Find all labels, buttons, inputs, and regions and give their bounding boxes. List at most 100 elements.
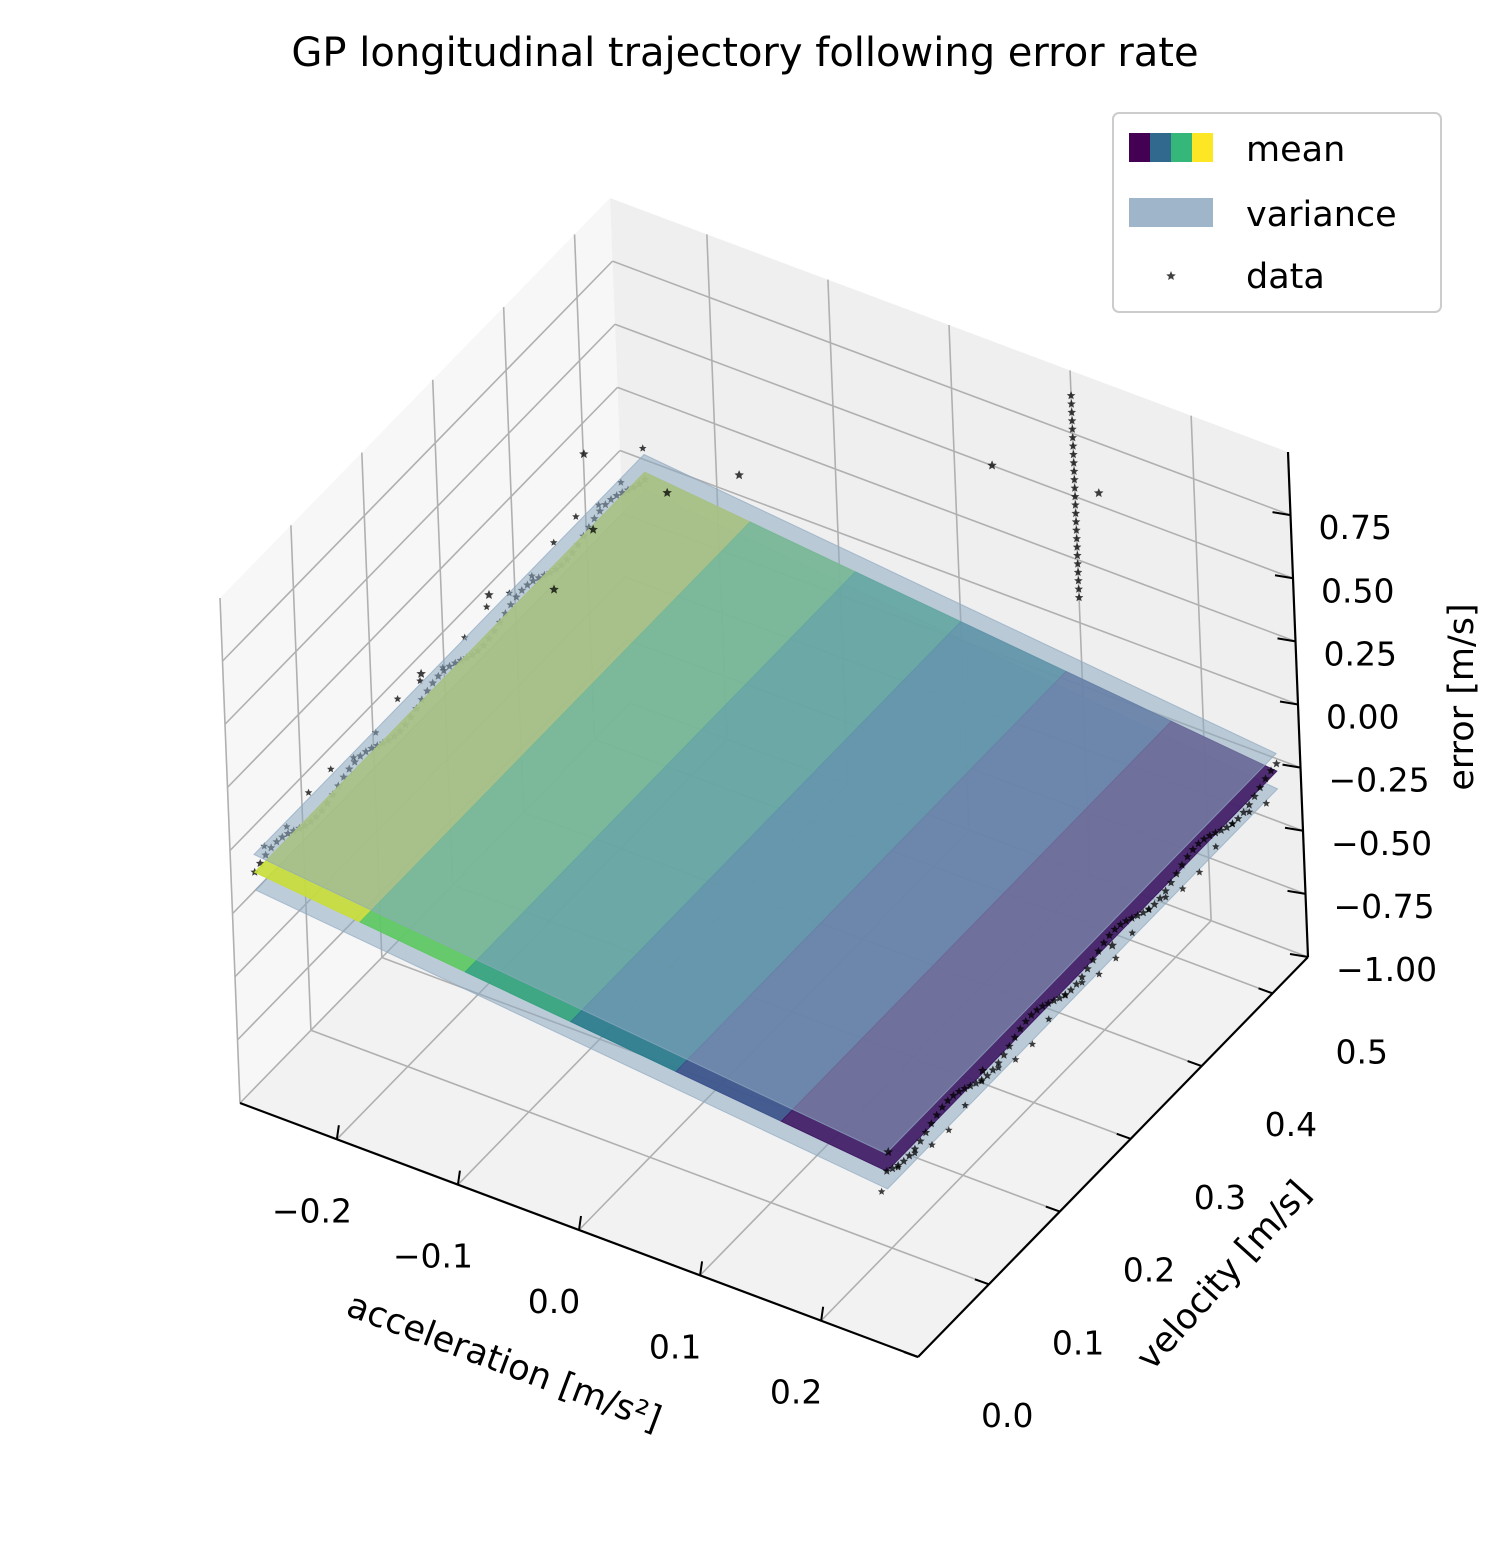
x-tick-label: −0.2 <box>272 1191 352 1230</box>
data-point <box>1011 1055 1020 1063</box>
data-point <box>482 602 491 611</box>
z-tick-label: 0.50 <box>1321 571 1394 610</box>
data-point <box>910 1144 920 1153</box>
data-point <box>905 1151 914 1160</box>
data-point-spike <box>1074 576 1083 585</box>
data-point <box>1172 869 1181 878</box>
data-point-outlier <box>416 668 426 678</box>
data-point <box>1127 913 1137 922</box>
data-point <box>1072 979 1081 988</box>
data-point-spike <box>1070 483 1079 492</box>
data-point <box>1010 1032 1020 1042</box>
data-point <box>327 765 335 773</box>
data-point-spike <box>1068 441 1078 450</box>
data-point <box>1133 911 1142 920</box>
z-grid-left <box>221 260 614 662</box>
data-point <box>1116 920 1125 929</box>
data-point <box>1205 831 1214 840</box>
data-point <box>1261 774 1270 783</box>
data-point <box>1244 800 1254 809</box>
x-tick-mark <box>578 1215 582 1231</box>
data-point <box>1212 842 1220 850</box>
data-point-spike <box>1072 534 1081 543</box>
data-point-spike <box>1073 551 1082 560</box>
data-point <box>932 1110 941 1119</box>
legend-mean-color <box>1129 133 1150 162</box>
data-point-outlier <box>1094 488 1104 498</box>
data-point-outlier <box>977 1065 988 1075</box>
data-point <box>1088 955 1098 964</box>
data-point-spike <box>1067 407 1076 417</box>
z-grid-back <box>612 260 1291 516</box>
data-point <box>954 1087 964 1096</box>
data-point <box>1055 993 1064 1002</box>
data-point <box>549 538 558 546</box>
legend-mean-color <box>1150 133 1171 162</box>
data-point <box>911 1149 919 1157</box>
legend: mean variance data <box>1112 112 1442 313</box>
data-point <box>1112 954 1120 962</box>
variance-upper-plane <box>253 453 1277 1155</box>
y-tick-label: 0.3 <box>1194 1178 1246 1217</box>
data-point <box>1027 1010 1036 1019</box>
z-grid-back <box>617 386 1296 643</box>
data-point-outlier <box>579 449 589 459</box>
data-point <box>1105 931 1114 940</box>
data-point <box>1216 825 1226 834</box>
data-point <box>1044 998 1053 1007</box>
data-point <box>921 1128 931 1137</box>
data-point <box>1066 985 1076 994</box>
x-tick-mark <box>335 1125 340 1140</box>
data-point-spike <box>1070 475 1079 484</box>
data-point <box>1255 783 1265 792</box>
x-tick-label: 0.2 <box>770 1373 822 1412</box>
z-tick-mark <box>1289 953 1309 958</box>
data-point <box>1272 759 1281 768</box>
data-point-outlier <box>549 584 559 594</box>
y-tick-label: 0.2 <box>1123 1251 1175 1290</box>
legend-mean-color <box>1192 133 1213 162</box>
data-point <box>1083 964 1092 973</box>
data-point-spike <box>1074 584 1083 593</box>
data-point-spike <box>1068 424 1077 433</box>
y-tick-mark <box>1258 987 1273 995</box>
data-point <box>977 1077 986 1085</box>
data-point <box>1239 808 1248 817</box>
z-axis-label: error [m/s] <box>1442 603 1482 790</box>
data-point <box>1032 1005 1042 1014</box>
z-grid-back <box>619 449 1299 706</box>
data-point-outlier <box>987 460 997 470</box>
data-point <box>983 1071 992 1080</box>
y-tick-mark <box>1116 1132 1132 1140</box>
data-point <box>888 1164 897 1173</box>
z-tick-label: −0.25 <box>1329 761 1430 800</box>
data-point-spike <box>1069 466 1079 475</box>
data-point <box>1161 893 1170 901</box>
y-tick-label: 0.1 <box>1052 1323 1104 1362</box>
x-axis-label: acceleration [m/s²] <box>341 1286 666 1440</box>
data-point-spike <box>1073 567 1083 576</box>
data-point-spike <box>1072 542 1082 551</box>
data-point <box>1199 834 1209 843</box>
data-point-spike <box>1067 399 1076 408</box>
data-point <box>938 1102 947 1111</box>
data-point <box>1099 938 1109 947</box>
chart-title: GP longitudinal trajectory following err… <box>291 30 1198 76</box>
data-point <box>1094 946 1103 955</box>
z-tick-label: −1.00 <box>1336 950 1437 989</box>
y-tick-label: 0.5 <box>1336 1032 1388 1071</box>
x-tick-mark <box>699 1261 704 1276</box>
data-point <box>1188 845 1198 854</box>
data-point <box>1166 878 1176 887</box>
data-point <box>1245 808 1254 816</box>
y-tick-label: 0.0 <box>981 1396 1033 1435</box>
data-point <box>1095 970 1103 978</box>
legend-variance-label: variance <box>1246 195 1397 235</box>
x-tick-mark <box>456 1170 461 1185</box>
data-point <box>304 788 313 796</box>
z-grid-left <box>226 386 619 788</box>
data-point <box>1121 916 1131 925</box>
x-tick-mark <box>820 1306 825 1321</box>
legend-data-swatch <box>1166 271 1176 280</box>
data-point <box>949 1091 958 1100</box>
